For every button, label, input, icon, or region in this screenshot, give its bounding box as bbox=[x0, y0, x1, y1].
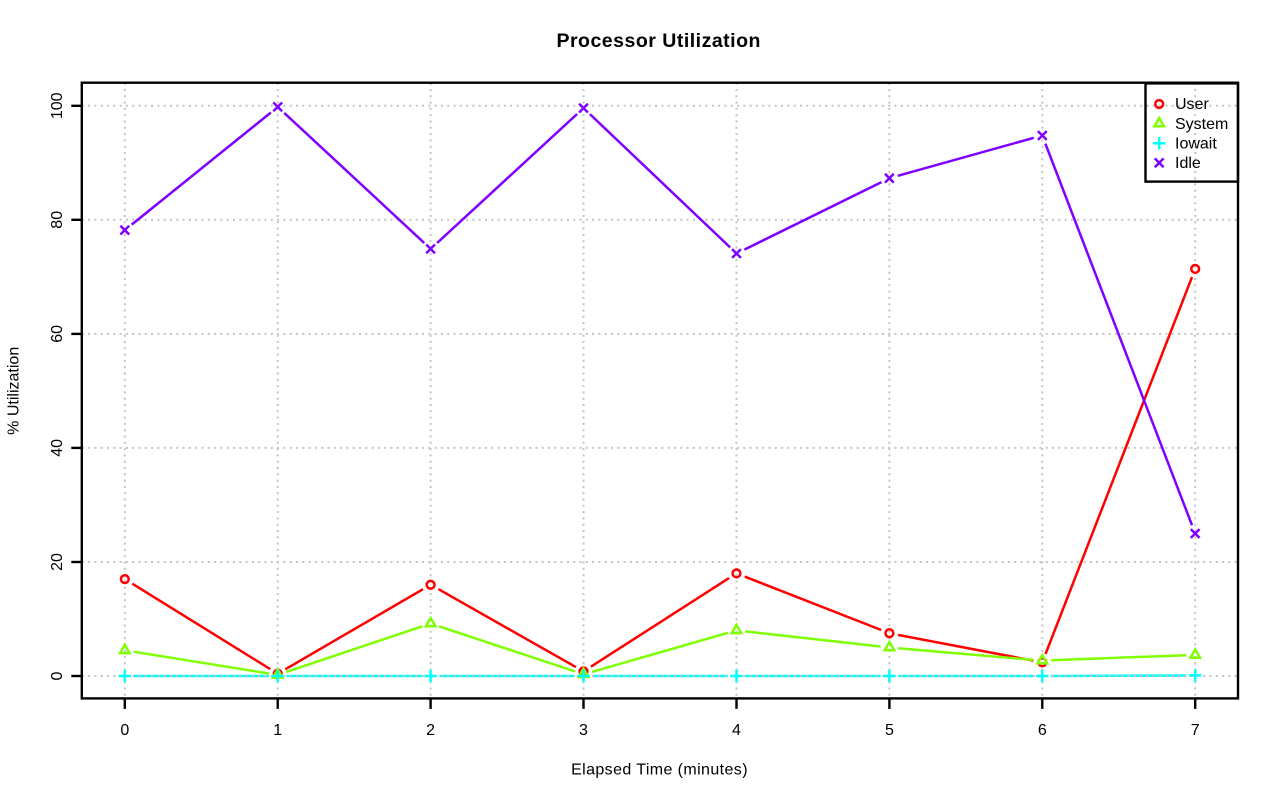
svg-text:Idle: Idle bbox=[1175, 155, 1201, 172]
svg-text:User: User bbox=[1175, 96, 1209, 113]
svg-text:0: 0 bbox=[49, 671, 66, 680]
svg-text:6: 6 bbox=[1038, 722, 1047, 739]
svg-text:% Utilization: % Utilization bbox=[6, 347, 23, 435]
svg-text:40: 40 bbox=[49, 439, 66, 457]
svg-text:System: System bbox=[1175, 116, 1228, 133]
svg-text:5: 5 bbox=[885, 722, 894, 739]
svg-text:Elapsed Time (minutes): Elapsed Time (minutes) bbox=[571, 762, 748, 779]
svg-text:Processor Utilization: Processor Utilization bbox=[556, 30, 760, 52]
svg-text:3: 3 bbox=[579, 722, 588, 739]
svg-text:0: 0 bbox=[120, 722, 129, 739]
svg-text:4: 4 bbox=[732, 722, 741, 739]
svg-text:Iowait: Iowait bbox=[1175, 135, 1217, 152]
svg-text:100: 100 bbox=[49, 92, 66, 119]
svg-text:7: 7 bbox=[1191, 722, 1200, 739]
svg-text:20: 20 bbox=[49, 553, 66, 571]
svg-text:1: 1 bbox=[273, 722, 282, 739]
svg-text:80: 80 bbox=[49, 211, 66, 229]
svg-text:2: 2 bbox=[426, 722, 435, 739]
svg-text:60: 60 bbox=[49, 325, 66, 343]
